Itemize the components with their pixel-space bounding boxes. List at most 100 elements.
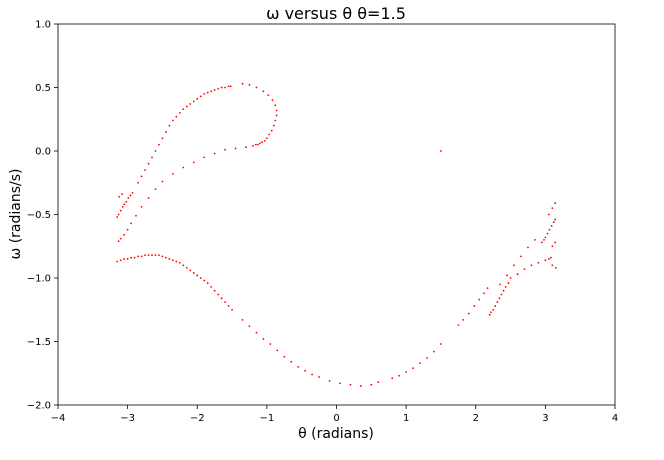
x-tick-label: 1 (403, 413, 409, 424)
data-point (199, 95, 202, 98)
data-point (544, 259, 547, 262)
data-point (398, 374, 401, 377)
data-point (554, 266, 557, 269)
data-point (271, 99, 274, 102)
data-point (530, 264, 533, 267)
data-point (254, 143, 257, 146)
data-point (527, 246, 529, 249)
data-point (203, 92, 206, 95)
x-tick-label: −3 (120, 413, 135, 424)
data-point (275, 109, 278, 112)
data-point (534, 239, 536, 241)
data-point (168, 124, 171, 127)
data-point (290, 360, 293, 363)
data-point (550, 256, 552, 259)
data-point (119, 237, 122, 240)
data-point (171, 119, 174, 122)
data-point (189, 103, 192, 105)
data-point (488, 313, 491, 316)
data-point (224, 86, 227, 89)
data-point (151, 156, 153, 159)
data-point (224, 301, 227, 304)
y-tick-label: 1.0 (35, 20, 51, 31)
data-point (268, 133, 270, 136)
data-point (185, 105, 188, 108)
data-point (189, 269, 192, 272)
data-point (483, 292, 486, 295)
data-point (154, 254, 157, 257)
data-point (543, 239, 545, 241)
data-point (117, 213, 120, 216)
data-point (270, 129, 273, 132)
data-point (502, 289, 505, 292)
x-tick-label: −1 (260, 413, 275, 424)
data-point (192, 161, 195, 164)
data-point (165, 256, 167, 259)
data-point (540, 241, 543, 244)
data-point (486, 287, 489, 290)
data-point (140, 255, 143, 258)
data-point (144, 169, 146, 171)
data-point (133, 256, 136, 259)
data-point (433, 350, 435, 353)
data-point (151, 254, 153, 257)
data-point (234, 147, 237, 150)
data-point (130, 222, 133, 225)
data-point (210, 285, 213, 288)
data-point (130, 256, 133, 259)
data-point (118, 195, 121, 198)
data-point (116, 216, 119, 218)
plot-frame (57, 23, 616, 406)
data-point (547, 213, 550, 216)
data-point (359, 385, 362, 387)
data-point (126, 258, 129, 260)
data-point (509, 277, 512, 279)
data-point (520, 255, 522, 258)
data-point (227, 305, 230, 307)
y-tick-label: −1.0 (27, 274, 51, 285)
y-tick-label: 0.0 (35, 147, 51, 158)
data-point (467, 312, 470, 315)
data-point (137, 181, 139, 184)
data-point (263, 139, 266, 142)
data-point (516, 273, 519, 276)
data-point (349, 383, 352, 386)
data-point (210, 90, 213, 93)
data-point (274, 104, 277, 107)
data-point (274, 119, 277, 122)
data-point (275, 114, 278, 117)
data-point (547, 258, 550, 260)
data-point (245, 146, 247, 149)
data-point (328, 379, 331, 382)
data-point (241, 319, 244, 321)
x-tick-label: 2 (473, 413, 479, 424)
data-point (131, 192, 134, 194)
data-point (147, 162, 150, 165)
data-point (513, 264, 515, 267)
data-point (248, 325, 251, 328)
data-point (185, 266, 188, 269)
data-point (158, 254, 160, 257)
data-point (256, 143, 259, 146)
y-axis-label: ω (radians/s) (8, 169, 24, 260)
x-tick-label: −2 (190, 413, 205, 424)
data-point (196, 98, 199, 100)
y-tick-label: −2.0 (27, 401, 51, 412)
data-point (175, 260, 178, 263)
data-point (182, 264, 185, 267)
x-tick-label: 3 (542, 413, 548, 424)
data-point (229, 85, 232, 88)
data-point (227, 85, 230, 88)
data-point (255, 331, 258, 334)
data-point (224, 148, 227, 151)
data-point (119, 259, 122, 262)
data-point (537, 261, 540, 264)
y-tick-label: −1.5 (27, 337, 51, 348)
x-tick-label: −4 (51, 413, 66, 424)
data-point (297, 366, 300, 368)
data-point (267, 94, 270, 97)
data-point (206, 91, 209, 94)
data-point (440, 150, 442, 152)
data-point (551, 207, 554, 210)
